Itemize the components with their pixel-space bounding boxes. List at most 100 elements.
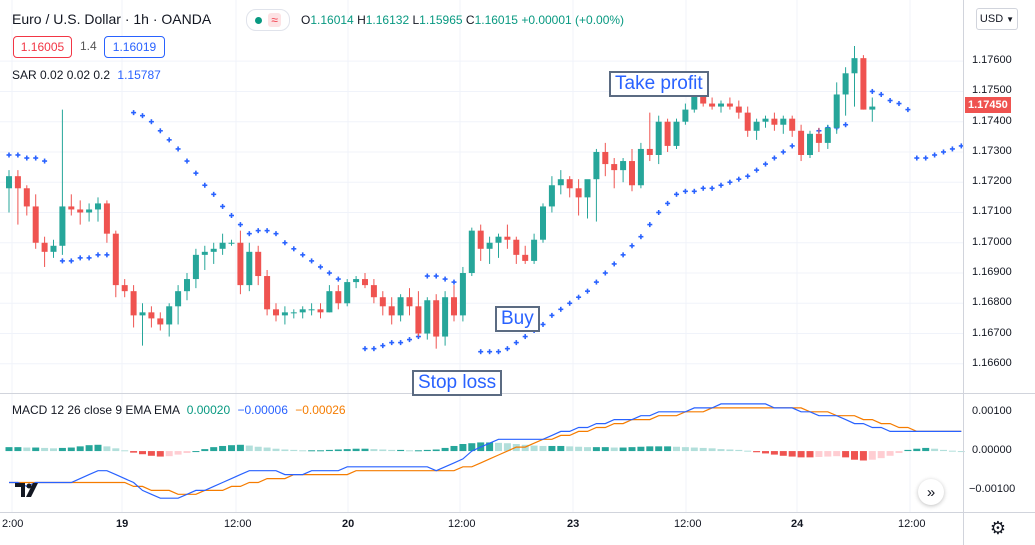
sar-dot	[780, 149, 786, 155]
candle-body	[68, 206, 75, 210]
sar-dot	[941, 149, 946, 155]
ohlc-readout: O1.16014 H1.16132 L1.15965 C1.16015 +0.0…	[301, 13, 624, 27]
candle-body	[112, 233, 119, 286]
h-label: H	[357, 13, 366, 27]
macd-hist-bar	[388, 449, 396, 452]
macd-hist-bar	[922, 447, 930, 452]
candle-body	[192, 254, 199, 280]
macd-hist-bar	[281, 449, 289, 452]
macd-hist-bar	[236, 444, 244, 452]
sar-legend[interactable]: SAR 0.02 0.02 0.2 1.15787	[12, 68, 161, 82]
candle-body	[388, 306, 395, 316]
double-chevron-right-icon[interactable]: »	[918, 479, 944, 505]
sar-dot	[282, 240, 288, 246]
sar-dot	[629, 243, 635, 249]
macd-hist-bar	[530, 445, 538, 452]
macd-hist-bar	[192, 451, 200, 453]
sar-dot	[576, 294, 582, 300]
macd-tick: −0.00100	[969, 483, 1016, 496]
macd-hist-bar	[121, 450, 129, 452]
tradingview-logo-icon[interactable]	[14, 480, 44, 500]
macd-hist-bar	[788, 451, 796, 457]
symbol-title[interactable]: Euro / U.S. Dollar · 1h · OANDA	[12, 11, 211, 27]
sar-dot	[602, 270, 608, 276]
sar-dot	[237, 222, 243, 228]
sar-dot	[647, 222, 653, 228]
macd-hist-bar	[521, 444, 529, 452]
candle-body	[317, 309, 324, 313]
sar-dot	[77, 255, 83, 261]
macd-hist-bar	[851, 451, 858, 460]
macd-hist-bar	[717, 449, 725, 452]
candle-body	[273, 309, 279, 316]
candle-body	[219, 242, 226, 249]
sar-dot	[869, 88, 875, 94]
delayed-data-icon: ≈	[268, 13, 281, 27]
sar-dot	[59, 258, 65, 264]
candle-body	[655, 121, 662, 155]
macd-hist-bar	[450, 445, 458, 452]
candle-body	[575, 188, 582, 198]
candle-body	[513, 239, 520, 255]
candle-body	[77, 209, 84, 213]
sar-dot	[273, 231, 279, 237]
macd-tick: 0.00000	[972, 444, 1012, 457]
macd-hist-bar	[254, 446, 262, 452]
price-tick: 1.16600	[972, 356, 1012, 369]
macd-hist-bar	[76, 446, 84, 452]
macd-hist-bar	[664, 446, 672, 452]
sar-dot	[15, 152, 21, 158]
gear-icon[interactable]: ⚙	[989, 517, 1007, 538]
time-tick: 12:00	[674, 518, 702, 530]
sar-dot	[424, 273, 430, 279]
candle-body	[566, 179, 573, 189]
macd-hist-bar	[566, 446, 574, 452]
time-tick: 20	[342, 518, 355, 530]
price-tick: 1.17000	[972, 235, 1012, 248]
sar-dot	[380, 343, 386, 349]
candle-body	[691, 94, 698, 110]
candle-body	[379, 297, 386, 307]
market-status-toggle[interactable]: ≈	[246, 9, 290, 31]
macd-hist-bar	[245, 445, 253, 452]
macd-hist-bar	[67, 447, 75, 452]
symbol-title-text: Euro / U.S. Dollar · 1h · OANDA	[12, 11, 212, 27]
sar-dot	[407, 337, 412, 343]
candle-body	[477, 230, 484, 249]
candle-body	[833, 94, 840, 128]
buy-label: Buy	[495, 306, 540, 332]
macd-legend[interactable]: MACD 12 26 close 9 EMA EMA 0.00020 −0.00…	[12, 403, 346, 417]
candle-body	[700, 94, 707, 104]
candle-body	[121, 285, 128, 292]
candle-body	[762, 118, 769, 122]
macd-hist-bar	[423, 449, 431, 452]
sar-dot	[691, 188, 697, 194]
candle-body	[246, 251, 253, 286]
macd-hist-bar	[770, 451, 778, 455]
sar-dot	[478, 349, 484, 355]
price-tick: 1.17500	[972, 84, 1012, 97]
macd-hist-bar	[103, 446, 111, 452]
sar-dot	[567, 300, 573, 306]
macd-hist-bar	[334, 449, 342, 452]
chevron-down-icon: ▼	[1006, 14, 1015, 24]
sar-dot	[42, 158, 48, 164]
macd-hist-bar	[130, 451, 138, 453]
candle-body	[41, 242, 48, 252]
sar-dot	[656, 209, 662, 215]
candle-body	[735, 106, 742, 113]
spread-value: 1.4	[80, 39, 97, 53]
macd-hist-bar	[343, 449, 351, 452]
macd-hist-bar	[263, 447, 271, 452]
sar-dot	[318, 264, 323, 270]
candle-body	[353, 279, 360, 283]
sar-dot	[949, 146, 955, 152]
candle-body	[531, 239, 538, 261]
sar-dot	[896, 101, 902, 107]
candle-body	[851, 58, 858, 74]
sell-button[interactable]: 1.16005	[13, 36, 72, 58]
buy-button[interactable]: 1.16019	[104, 36, 165, 58]
currency-select[interactable]: USD ▼	[976, 8, 1018, 30]
sell-price: 1.16005	[20, 40, 65, 54]
